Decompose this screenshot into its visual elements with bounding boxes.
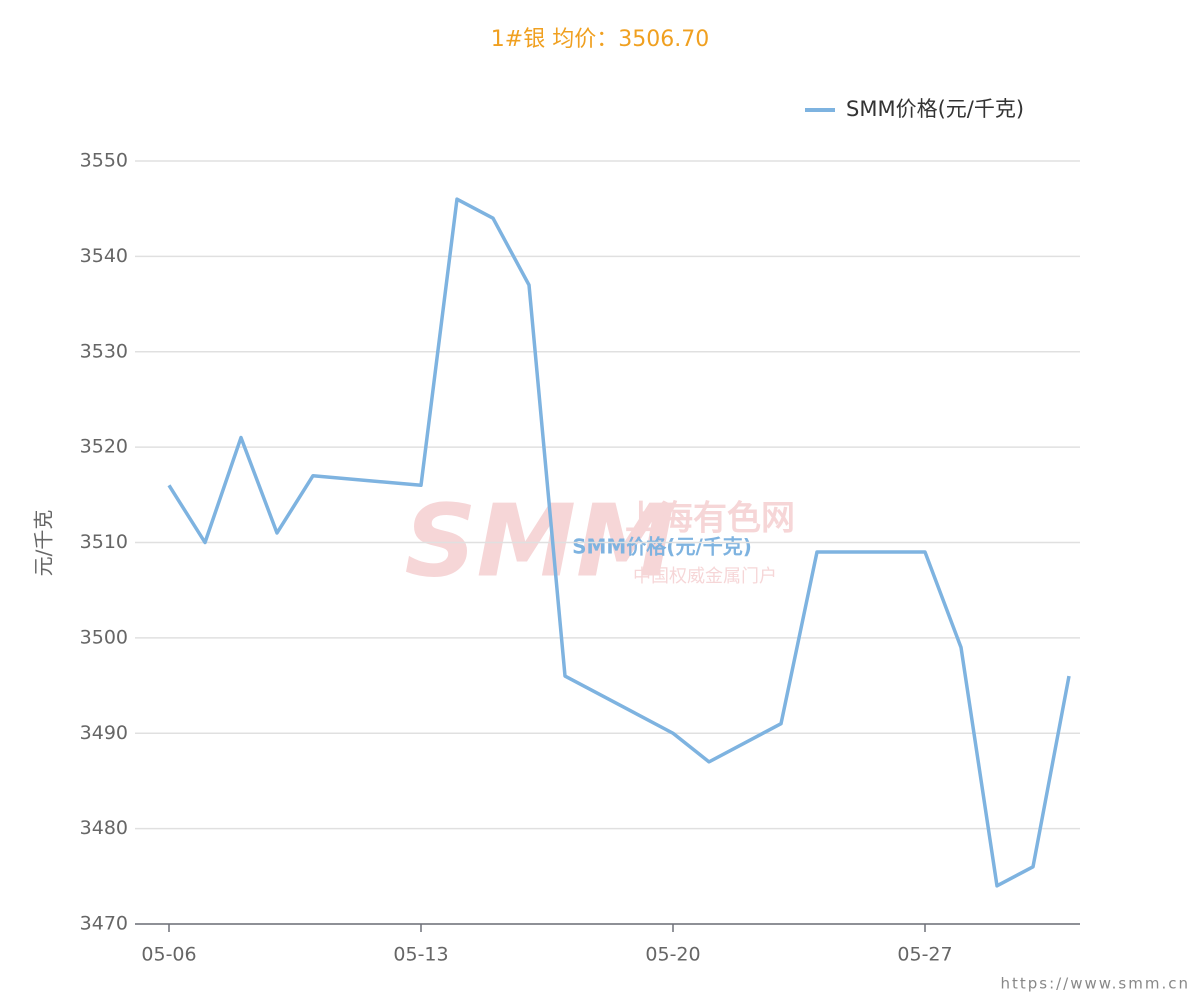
y-tick-label: 3550 xyxy=(80,150,128,172)
y-tick-label: 3510 xyxy=(80,531,128,553)
x-tick-label: 05-13 xyxy=(393,944,448,966)
watermark-slogan: 中国权威金属门户 xyxy=(633,566,777,587)
y-tick-label: 3480 xyxy=(80,817,128,839)
x-tick-label: 05-06 xyxy=(141,944,196,966)
series-label: SMM价格(元/千克) xyxy=(572,535,752,559)
y-axis-label: 元/千克 xyxy=(32,510,56,577)
legend-label: SMM价格(元/千克) xyxy=(846,97,1024,121)
y-tick-label: 3490 xyxy=(80,722,128,744)
y-tick-label: 3500 xyxy=(80,626,128,648)
watermark-logo: SMM xyxy=(404,482,675,599)
y-tick-label: 3520 xyxy=(80,436,128,458)
x-tick-label: 05-20 xyxy=(645,944,700,966)
watermark: SMM 上海有色网 中国权威金属门户 xyxy=(404,482,795,599)
watermark-name: 上海有色网 xyxy=(625,499,795,539)
y-tick-label: 3470 xyxy=(80,913,128,935)
y-tick-label: 3530 xyxy=(80,340,128,362)
chart-title: 1#银 均价：3506.70 xyxy=(491,27,709,52)
y-tick-label: 3540 xyxy=(80,245,128,267)
source: https://www.smm.cn xyxy=(1000,975,1190,993)
series-line xyxy=(167,197,1071,888)
x-tick-label: 05-27 xyxy=(897,944,952,966)
